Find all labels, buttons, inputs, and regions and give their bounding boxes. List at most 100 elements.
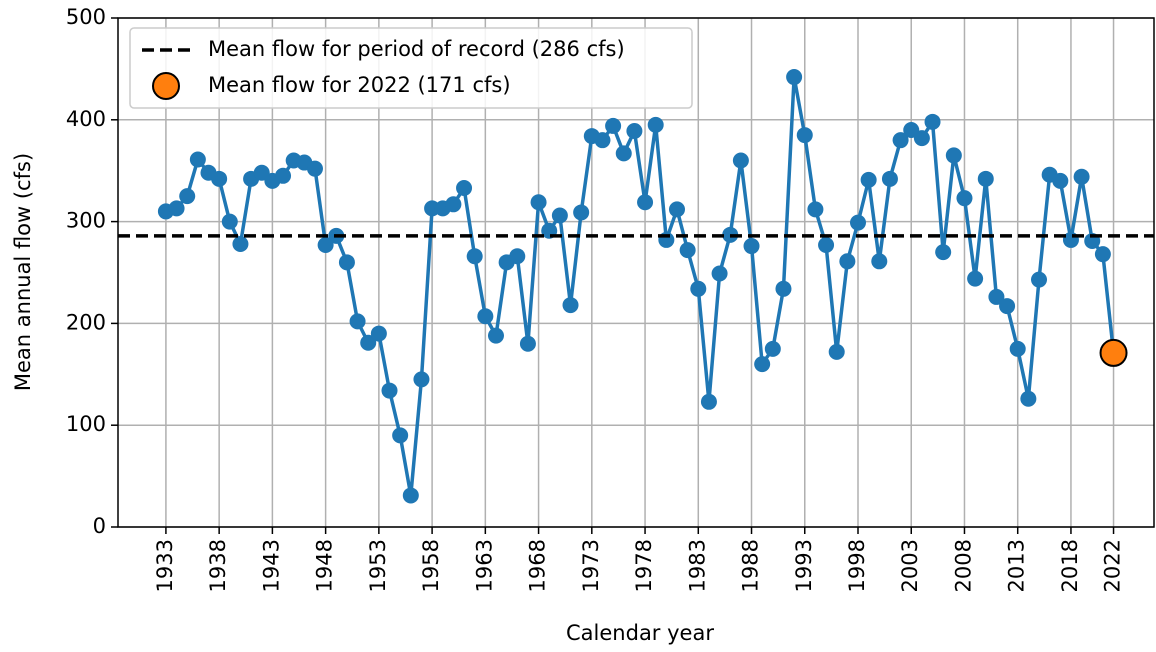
data-point [828,343,845,360]
x-tick-label: 1998 [845,539,869,592]
data-point [413,371,430,388]
x-tick-label: 1983 [685,539,709,592]
data-point [700,393,717,410]
data-point [668,201,685,218]
data-point [306,160,323,177]
data-point [967,270,984,287]
x-tick-label: 2003 [898,539,922,592]
data-point [796,127,813,144]
data-point [999,298,1016,315]
legend-label: Mean flow for 2022 (171 cfs) [208,73,511,97]
data-point [732,152,749,169]
data-point [487,327,504,344]
data-point [221,213,238,230]
legend-box [129,27,693,109]
data-point [764,340,781,357]
data-point [168,200,185,217]
x-axis-label: Calendar year [566,621,714,645]
data-point [456,180,473,197]
data-point [818,237,835,254]
data-point [786,69,803,86]
data-point [679,242,696,259]
data-point [519,335,536,352]
data-point [349,313,366,330]
data-point [530,194,547,211]
data-point [370,325,387,342]
data-point [275,167,292,184]
data-point [381,382,398,399]
data-point [1031,271,1048,288]
data-point [211,170,228,187]
x-tick-label: 1943 [259,539,283,592]
data-point [839,253,856,270]
data-point [690,280,707,297]
x-tick-label: 1968 [526,539,550,592]
y-tick-label: 400 [66,107,106,131]
data-point [775,280,792,297]
x-tick-label: 1978 [632,539,656,592]
data-point [892,132,909,149]
data-point [807,201,824,218]
x-tick-label: 1948 [313,539,337,592]
data-point [594,132,611,149]
y-tick-label: 500 [66,5,106,29]
data-point [179,188,196,205]
data-point [338,254,355,271]
data-point [392,427,409,444]
y-tick-label: 300 [66,209,106,233]
data-point [711,265,728,282]
x-tick-label: 1958 [419,539,443,592]
data-point [445,196,462,213]
data-point [913,130,930,147]
x-tick-label: 1973 [579,539,603,592]
x-tick-label: 1933 [153,539,177,592]
x-tick-label: 2022 [1101,539,1125,592]
data-point [477,308,494,325]
data-point [637,194,654,211]
data-point [615,145,632,162]
data-point [935,244,952,261]
data-point [189,151,206,168]
data-point [573,204,590,221]
y-tick-label: 200 [66,310,106,334]
data-point [509,248,526,265]
data-point [551,207,568,224]
x-tick-label: 1988 [739,539,763,592]
x-tick-label: 1963 [472,539,496,592]
data-point [1073,168,1090,185]
data-point [850,214,866,231]
data-point [317,237,334,254]
data-point [1009,340,1026,357]
data-point [924,113,941,130]
x-tick-label: 1993 [792,539,816,592]
data-point [232,235,249,252]
plot-frame [117,17,1155,528]
y-tick-label: 100 [66,412,106,436]
data-point [562,297,579,314]
data-point [466,248,483,265]
x-tick-label: 2008 [951,539,975,592]
data-point [977,170,994,187]
data-point [743,238,760,255]
data-point [860,171,877,188]
legend-label: Mean flow for period of record (286 cfs) [208,37,625,61]
data-line [165,76,1116,496]
data-point [402,487,419,504]
x-tick-label: 2013 [1005,539,1029,592]
y-tick-label: 0 [93,514,106,538]
data-point [1094,246,1111,263]
data-point [1052,172,1069,189]
y-axis-label: Mean annual flow (cfs) [11,153,35,391]
data-point [871,253,888,270]
data-point [881,170,898,187]
x-tick-label: 1953 [366,539,390,592]
data-point [754,356,771,373]
data-point [1020,390,1037,407]
highlight-point [1099,338,1128,367]
data-point [360,334,377,351]
x-tick-label: 1938 [206,539,230,592]
data-point [626,122,643,139]
data-point [956,190,973,207]
data-point [647,116,664,133]
